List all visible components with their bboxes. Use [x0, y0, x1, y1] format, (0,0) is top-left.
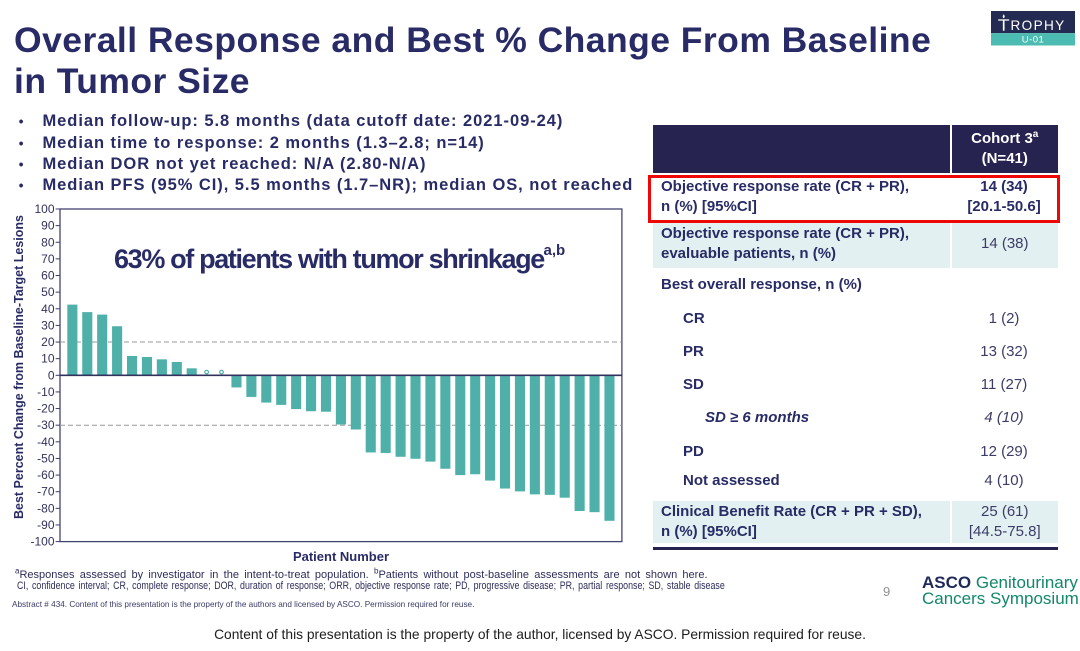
svg-text:0: 0 [48, 368, 55, 382]
svg-text:-10: -10 [37, 385, 55, 399]
svg-text:ROPHY: ROPHY [1011, 18, 1066, 33]
svg-text:80: 80 [41, 235, 55, 249]
svg-text:-70: -70 [37, 485, 55, 499]
svg-text:-30: -30 [37, 418, 55, 432]
svg-text:Patient Number: Patient Number [293, 549, 389, 564]
svg-text:70: 70 [41, 252, 55, 266]
svg-text:-40: -40 [37, 435, 55, 449]
svg-text:30: 30 [41, 318, 55, 332]
svg-text:-20: -20 [37, 402, 55, 416]
svg-text:-100: -100 [30, 535, 54, 549]
svg-text:40: 40 [41, 302, 55, 316]
svg-text:50: 50 [41, 285, 55, 299]
svg-text:-50: -50 [37, 451, 55, 465]
svg-text:-60: -60 [37, 468, 55, 482]
svg-text:-90: -90 [37, 518, 55, 532]
svg-text:Best Percent Change from Basel: Best Percent Change from Baseline-Target… [12, 215, 26, 519]
svg-text:20: 20 [41, 335, 55, 349]
svg-text:U-01: U-01 [1022, 35, 1045, 46]
svg-text:60: 60 [41, 269, 55, 283]
svg-text:90: 90 [41, 219, 55, 233]
svg-text:10: 10 [41, 352, 55, 366]
svg-text:100: 100 [34, 202, 54, 216]
svg-text:-80: -80 [37, 501, 55, 515]
